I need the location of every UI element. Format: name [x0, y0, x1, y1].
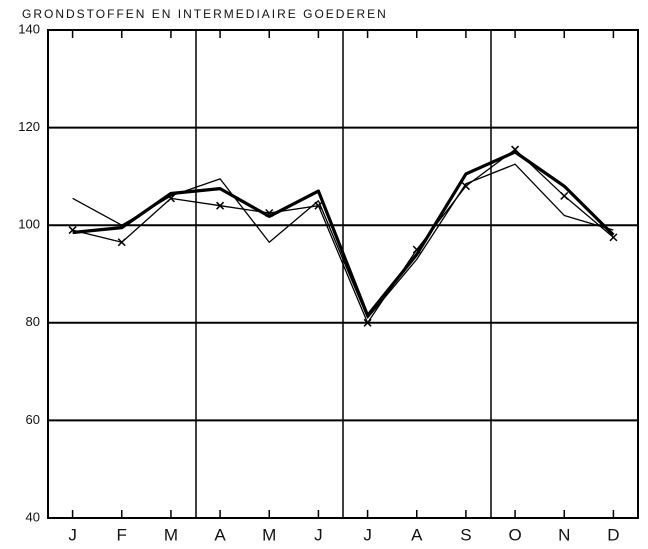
x-marker	[68, 226, 77, 235]
x-marker	[166, 194, 175, 203]
y-tick-label: 100	[18, 217, 40, 232]
x-tick-label: S	[460, 525, 471, 544]
y-tick-label: 80	[26, 314, 40, 329]
x-tick-label: O	[508, 525, 521, 544]
x-tick-label: N	[558, 525, 570, 544]
x-marker	[314, 201, 323, 210]
x-tick-label: M	[164, 525, 178, 544]
x-marker	[363, 318, 372, 327]
x-marker	[412, 245, 421, 254]
x-marker	[216, 201, 225, 210]
y-tick-label: 140	[18, 21, 40, 36]
chart-title: GRONDSTOFFEN EN INTERMEDIAIRE GOEDEREN	[22, 7, 388, 21]
series-line	[72, 148, 614, 324]
x-marker	[461, 182, 470, 191]
series-line	[72, 163, 614, 319]
x-tick-label: A	[214, 525, 226, 544]
x-marker	[560, 191, 569, 200]
x-tick-label: D	[607, 525, 619, 544]
x-tick-label: M	[262, 525, 276, 544]
x-marker	[609, 233, 618, 242]
x-tick-label: F	[117, 525, 127, 544]
x-tick-label: A	[411, 525, 423, 544]
x-marker	[265, 208, 274, 218]
y-tick-label: 40	[26, 509, 40, 524]
x-marker	[511, 145, 520, 154]
x-tick-label: J	[68, 525, 77, 544]
x-tick-label: J	[314, 525, 323, 544]
y-tick-label: 120	[18, 119, 40, 134]
y-tick-label: 60	[26, 412, 40, 427]
x-tick-label: J	[363, 525, 372, 544]
x-marker	[117, 238, 126, 247]
